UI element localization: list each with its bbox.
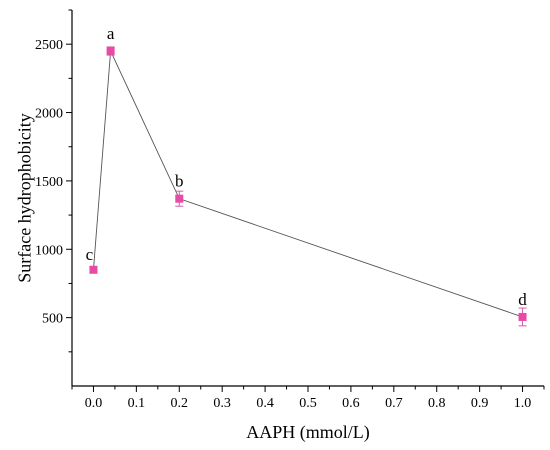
x-tick-label: 0.9 — [471, 396, 489, 411]
x-tick-label: 0.0 — [85, 396, 103, 411]
x-tick-label: 0.7 — [385, 396, 403, 411]
x-axis-title: AAPH (mmol/L) — [246, 422, 370, 443]
y-tick-label: 1000 — [35, 243, 63, 258]
data-point-marker — [106, 47, 115, 56]
axes: 0.0 0.1 0.2 0.3 0.4 0.5 0.6 0.7 0.8 0.9 1.0 500 1000… — [35, 9, 545, 411]
x-tick-label: 0.3 — [213, 396, 231, 411]
x-tick-label: 0.2 — [171, 396, 189, 411]
x-tick-label: 1.0 — [514, 396, 532, 411]
data-point-marker — [175, 194, 184, 203]
y-tick-label: 2000 — [35, 107, 63, 122]
x-tick-label: 0.4 — [256, 396, 274, 411]
data-point-label: c — [86, 245, 94, 264]
data-point-label: a — [107, 24, 115, 43]
series-line — [93, 49, 523, 318]
marks: c a b d — [86, 24, 527, 327]
x-tick-label: 0.1 — [128, 396, 146, 411]
x-tick-label: 0.5 — [299, 396, 317, 411]
data-point-label: d — [518, 290, 527, 309]
y-tick-label: 500 — [42, 312, 63, 327]
data-point-marker — [518, 312, 527, 321]
x-tick-label: 0.8 — [428, 396, 446, 411]
data-point-marker — [89, 265, 98, 274]
y-axis-title: Surface hydrophobicity — [14, 113, 34, 282]
x-tick-label: 0.6 — [342, 396, 360, 411]
y-tick-label: 1500 — [35, 175, 63, 190]
data-point-label: b — [175, 172, 184, 191]
y-tick-label: 2500 — [35, 38, 63, 53]
